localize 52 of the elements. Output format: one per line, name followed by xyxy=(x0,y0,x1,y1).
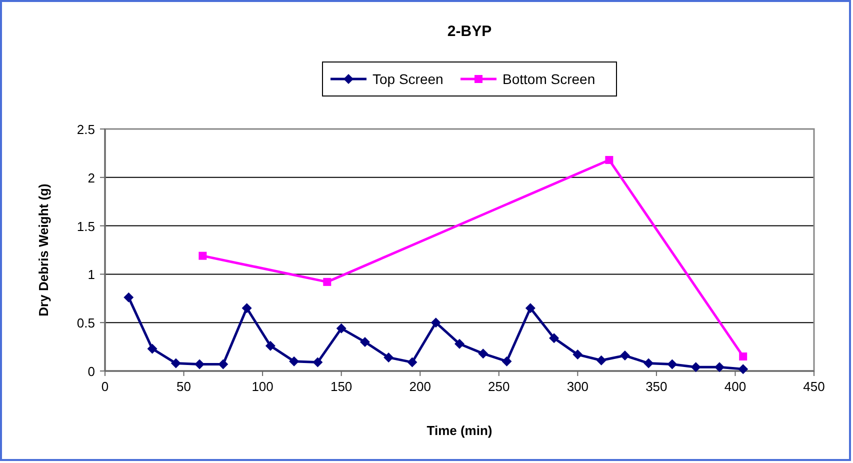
point xyxy=(265,340,276,351)
legend-label: Bottom Screen xyxy=(502,71,596,87)
x-tick-label: 50 xyxy=(176,379,192,394)
point xyxy=(478,348,488,359)
point xyxy=(502,356,512,366)
point xyxy=(336,323,346,334)
point xyxy=(194,359,205,370)
x-tick-label: 300 xyxy=(566,379,589,394)
point xyxy=(312,357,323,368)
y-tick-label: 0 xyxy=(88,364,95,379)
x-tick-label: 400 xyxy=(724,379,746,394)
x-tick-label: 200 xyxy=(409,379,431,394)
point xyxy=(620,350,630,361)
point xyxy=(218,359,228,370)
point xyxy=(323,278,332,286)
point xyxy=(147,344,158,354)
x-tick-label: 250 xyxy=(488,379,510,394)
point xyxy=(407,357,418,368)
x-axis-title: Time (min) xyxy=(426,423,492,438)
point xyxy=(198,252,207,260)
point xyxy=(242,303,252,314)
x-tick-label: 150 xyxy=(330,379,352,394)
legend-label: Top Screen xyxy=(372,71,444,87)
x-tick-label: 100 xyxy=(252,379,274,394)
point xyxy=(714,362,724,372)
point xyxy=(596,355,606,366)
point xyxy=(549,333,560,344)
point xyxy=(289,356,300,366)
point xyxy=(572,350,583,360)
point xyxy=(124,292,134,302)
point xyxy=(667,359,678,370)
point xyxy=(454,338,464,349)
point xyxy=(738,364,748,374)
point xyxy=(430,318,441,328)
x-tick-label: 350 xyxy=(646,379,668,394)
point xyxy=(525,303,536,314)
point xyxy=(690,362,701,372)
point xyxy=(360,336,370,347)
y-tick-label: 2.5 xyxy=(76,122,95,137)
chart-title: 2-BYP xyxy=(447,23,492,40)
point xyxy=(170,358,181,368)
x-tick-label: 450 xyxy=(803,379,825,394)
point xyxy=(739,352,748,360)
y-axis-title: Dry Debris Weight (g) xyxy=(36,184,51,316)
y-tick-label: 1.5 xyxy=(76,218,95,234)
point xyxy=(384,352,394,362)
x-tick-label: 0 xyxy=(101,379,109,394)
point xyxy=(644,358,654,368)
point xyxy=(605,156,614,164)
y-tick-label: 1 xyxy=(88,267,95,282)
y-tick-label: 2 xyxy=(88,170,95,186)
y-tick-label: 0.5 xyxy=(76,316,95,331)
